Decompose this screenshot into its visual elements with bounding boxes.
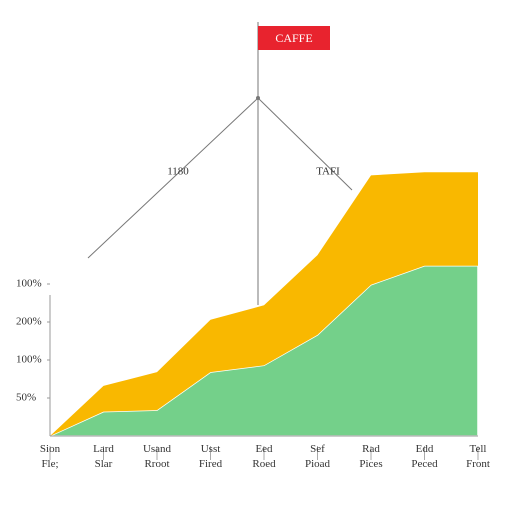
- x-tick-label: Edd Peced: [411, 443, 438, 470]
- x-tick-label: Usand Rroot: [142, 443, 172, 470]
- annotation: TAFI: [316, 166, 340, 178]
- x-tick-label: Lard Slar: [93, 443, 114, 470]
- x-tick-label: Eed Roed: [252, 443, 276, 470]
- x-tick-label: Sion Fle;: [39, 443, 61, 470]
- x-tick-label: Tell Front: [466, 443, 490, 470]
- flag-label: CAFFE: [275, 31, 312, 45]
- flag: [258, 26, 330, 50]
- x-tick-label: Rad Pices: [359, 443, 383, 470]
- x-tick-label: Usst Fired: [198, 443, 223, 470]
- y-tick-label: 100%: [16, 354, 42, 366]
- pointer-line: [257, 97, 353, 191]
- y-tick-label: 200%: [16, 316, 42, 328]
- y-tick-label: 50%: [16, 392, 36, 404]
- area: [50, 172, 478, 436]
- y-tick-label: 100%: [16, 278, 42, 290]
- pivot: [256, 96, 260, 100]
- annotation: 1180: [167, 166, 189, 178]
- pointer-line: [87, 97, 259, 259]
- x-tick-label: Sef Pioad: [304, 443, 331, 470]
